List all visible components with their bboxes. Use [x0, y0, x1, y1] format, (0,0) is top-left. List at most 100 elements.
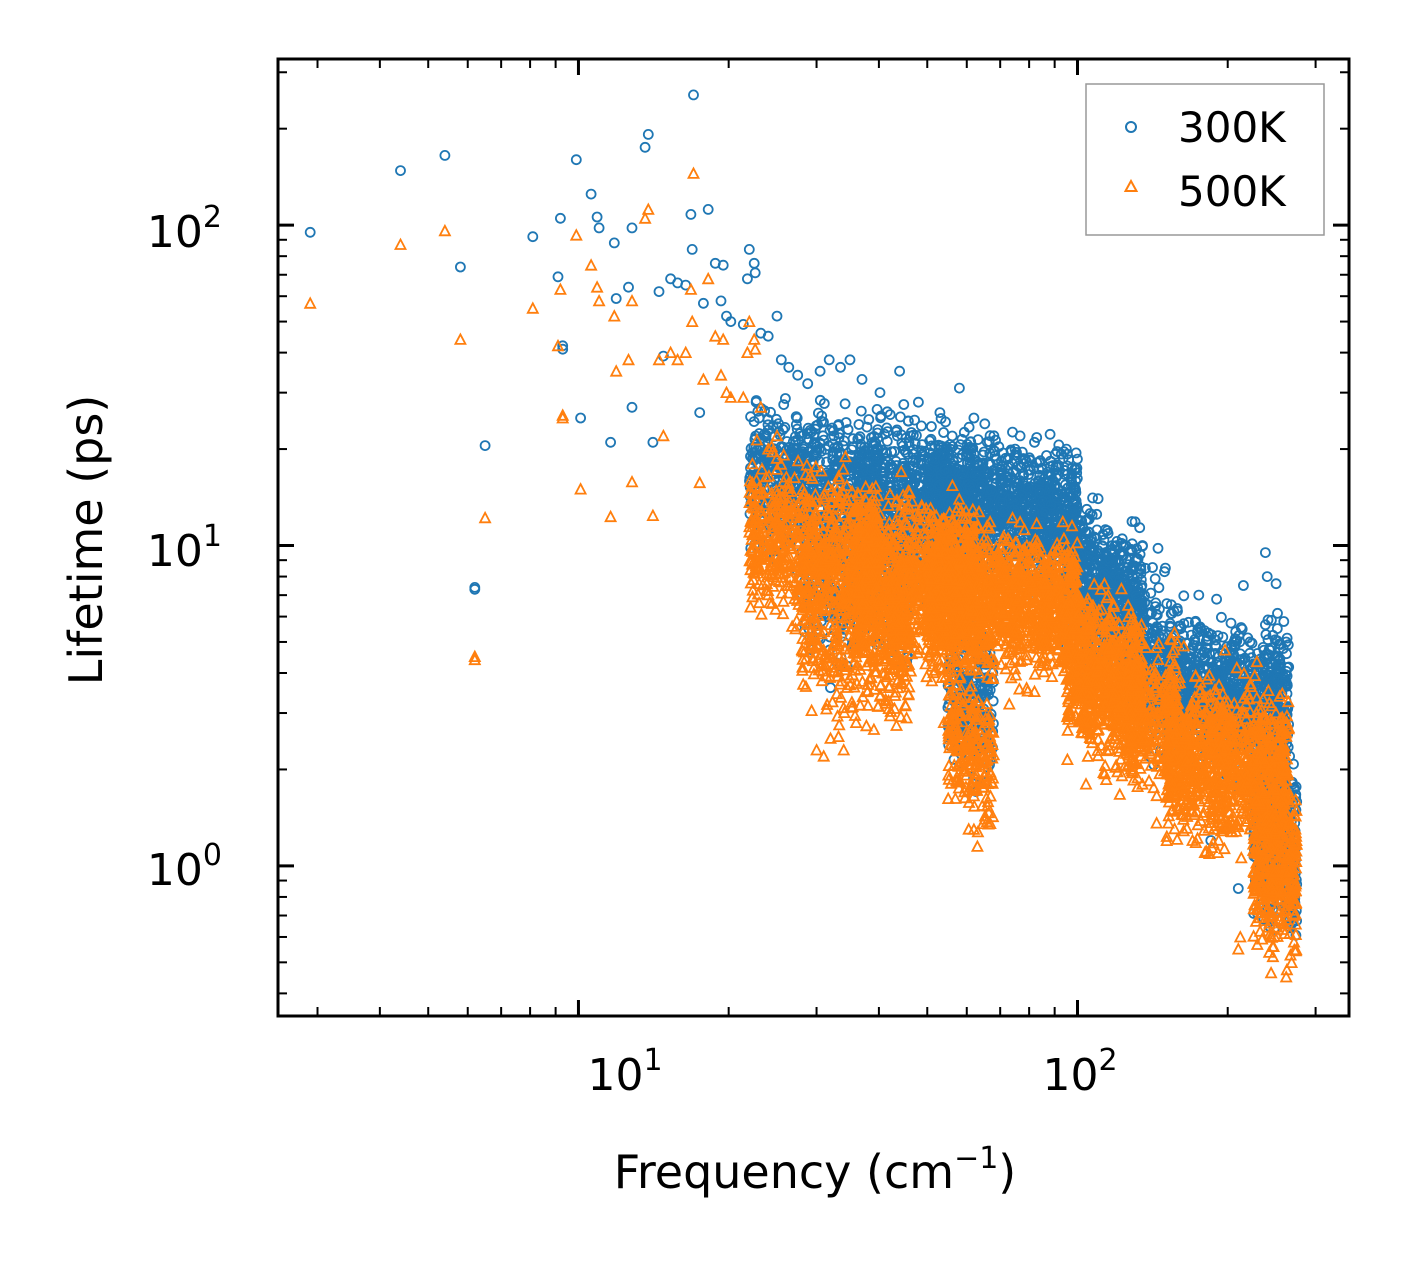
point-300K-18 — [608, 237, 620, 249]
point-300K-25 — [647, 436, 659, 448]
point-300K-722 — [827, 454, 839, 466]
point-300K-55 — [823, 354, 835, 366]
point-300K-1867 — [879, 428, 890, 440]
point-300K-770 — [790, 419, 802, 431]
point-300K-62 — [934, 407, 946, 419]
point-300K-61 — [913, 396, 924, 408]
point-300K-2074 — [871, 455, 883, 467]
point-300K-21 — [626, 222, 638, 234]
point-300K-2085 — [911, 471, 923, 483]
point-300K-38 — [715, 295, 727, 307]
point-300K-148 — [842, 424, 854, 435]
point-300K-677 — [863, 414, 875, 425]
point-300K-49 — [771, 310, 783, 322]
point-300K-1507 — [854, 431, 866, 443]
point-300K-1832 — [886, 446, 897, 458]
point-300K-36 — [702, 203, 714, 215]
point-300K-1894 — [907, 448, 919, 460]
point-300K-58 — [856, 373, 868, 385]
point-300K-612 — [790, 431, 801, 443]
point-300K-1 — [395, 165, 406, 177]
point-300K-31 — [685, 208, 697, 220]
point-300K-2042 — [902, 415, 914, 427]
point-300K-44 — [743, 243, 755, 255]
point-300K-14 — [585, 188, 597, 200]
point-300K-24 — [642, 128, 654, 140]
point-300K-1911 — [898, 399, 910, 410]
point-300K-75 — [1211, 593, 1222, 605]
point-300K-11 — [557, 343, 569, 355]
point-300K-56 — [835, 361, 846, 373]
point-300K-647 — [855, 405, 867, 417]
point-300K-600 — [840, 417, 852, 428]
point-300K-381 — [839, 398, 851, 410]
point-300K-2084 — [910, 454, 922, 466]
point-300K-676 — [817, 430, 829, 442]
point-300K-2322 — [1070, 447, 1082, 459]
point-300K-717 — [760, 453, 772, 465]
point-300K-82 — [1232, 883, 1244, 894]
point-300K-39 — [717, 259, 729, 271]
point-300K-690 — [748, 416, 760, 428]
point-300K-26 — [653, 286, 665, 298]
point-300K-64 — [968, 412, 980, 424]
point-300K-658 — [780, 393, 791, 404]
point-300K-42 — [737, 318, 749, 330]
point-300K-565 — [778, 399, 790, 411]
point-300K-8 — [552, 271, 564, 283]
point-300K-1939 — [909, 438, 921, 450]
point-300K-1547 — [926, 421, 937, 432]
point-300K-748 — [775, 441, 787, 453]
point-300K-20 — [623, 281, 634, 293]
point-300K-76 — [1238, 580, 1249, 591]
point-300K-1857 — [884, 409, 896, 421]
point-300K-643 — [762, 414, 774, 425]
point-300K-50 — [775, 354, 787, 366]
point-300K-19 — [610, 293, 622, 304]
point-300K-69 — [1092, 493, 1104, 505]
point-300K-2063 — [896, 429, 907, 441]
point-300K-494 — [838, 435, 850, 447]
point-300K-1850 — [935, 413, 947, 424]
point-300K-2002 — [853, 433, 864, 445]
point-300K-43 — [742, 273, 753, 285]
point-300K-1439 — [881, 406, 893, 418]
point-300K-60 — [894, 365, 905, 377]
point-300K-35 — [698, 297, 709, 309]
point-300K-12 — [570, 154, 582, 166]
point-300K-46 — [749, 267, 761, 279]
point-300K-79 — [1270, 578, 1282, 590]
point-300K-1505 — [909, 414, 920, 426]
point-300K-1991 — [902, 448, 914, 460]
point-300K-16 — [593, 222, 605, 234]
point-300K-771 — [806, 426, 817, 438]
point-300K-51 — [783, 361, 795, 373]
point-300K-13 — [575, 412, 586, 424]
point-300K-449 — [779, 421, 791, 433]
point-300K-1934 — [860, 476, 871, 487]
series-layer — [303, 89, 1304, 983]
point-300K-41 — [725, 316, 737, 328]
point-300K-6 — [479, 440, 491, 452]
point-300K-1966 — [897, 440, 909, 452]
point-300K-17 — [605, 436, 616, 448]
point-300K-2 — [439, 149, 451, 161]
point-300K-784 — [811, 450, 822, 462]
point-300K-2102 — [854, 449, 866, 461]
point-300K-74 — [1193, 589, 1205, 601]
point-300K-685 — [787, 442, 799, 454]
point-300K-7 — [527, 231, 539, 243]
point-300K-1932 — [900, 468, 911, 480]
point-300K-750 — [818, 398, 830, 409]
point-300K-757 — [828, 430, 840, 442]
point-300K-59 — [874, 387, 886, 399]
point-300K-77 — [1260, 547, 1271, 558]
point-300K-3 — [454, 261, 466, 273]
point-300K-33 — [688, 89, 699, 101]
point-300K-779 — [827, 438, 839, 450]
point-300K-48 — [762, 330, 774, 342]
point-300K-474 — [812, 419, 824, 431]
point-300K-9 — [555, 212, 566, 224]
point-300K-52 — [792, 369, 804, 381]
